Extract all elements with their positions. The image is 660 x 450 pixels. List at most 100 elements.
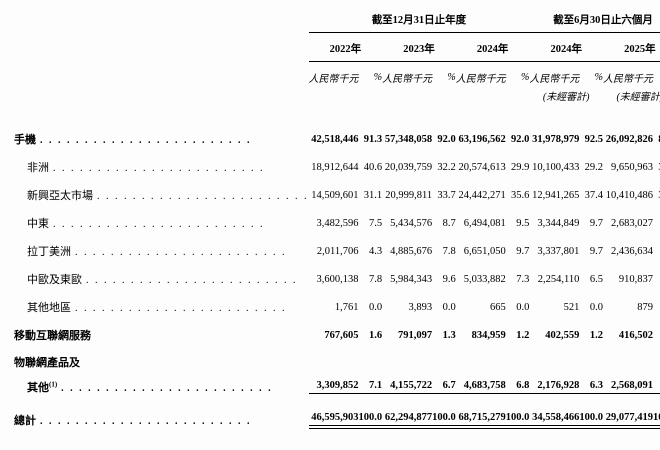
dot-leader [36,416,309,427]
value-cell: 879 [637,301,653,313]
percent-cell: 1.2 [516,329,530,341]
table-row-africa: 非洲 18,912,644 40.6 20,039,759 32.2 20,57… [14,153,660,181]
value-cell: 62,294,877 [382,399,433,435]
row-label: 中東 [27,218,49,230]
table-row-others: 其他(1) 3,309,852 7.1 4,155,722 6.7 4,683,… [14,374,660,399]
dot-leader [82,275,309,286]
percent-cell: 7.3 [516,273,530,285]
value-cell: 2,011,706 [316,245,359,257]
percent-cell: 29.9 [511,161,530,173]
value-cell: 3,344,849 [537,217,580,229]
table-row-total: 總計 46,595,903 100.0 62,294,877 100.0 68,… [14,399,660,435]
percent-cell: 3.2 [653,265,660,293]
row-label: 移動互聯網服務 [14,330,91,342]
percent-cell: 92.0 [437,133,456,145]
percent-cell: 32.2 [437,161,456,173]
value-cell: 12,941,265 [532,189,580,201]
value-cell: 5,984,343 [390,273,433,285]
value-cell: 5,434,576 [390,217,433,229]
value-cell: 791,097 [398,329,433,341]
table-row-other-regions: 其他地區 1,761 0.0 3,893 0.0 665 0.0 521 0.0… [14,293,660,321]
percent-cell: 33.7 [437,189,456,201]
row-label: 手機 [14,134,36,146]
percent-cell: 9.7 [589,217,603,229]
percent-cell: 8.7 [442,217,456,229]
value-cell: 20,039,759 [384,161,433,173]
value-cell: 68,715,279 [455,399,506,435]
value-cell: 10,410,486 [605,189,653,201]
value-cell: 5,033,882 [463,273,506,285]
percent-label: % [653,62,660,86]
unit-label: 人民幣千元 [455,74,506,85]
table-row-iot-products-and: 物聯網產品及 [14,349,660,374]
period-header-annual: 截至12月31日止年度 [308,12,530,33]
row-label: 新興亞太市場 [27,190,93,202]
value-cell: 57,348,058 [384,133,433,145]
value-cell: 18,912,644 [311,161,359,173]
percent-cell: 92.0 [511,133,530,145]
percent-cell: 7.1 [358,374,383,399]
unit-header-row: 人民幣千元 % 人民幣千元 % 人民幣千元 % 人民幣千元 % 人民幣千元 % [14,62,660,86]
dot-leader [93,191,309,202]
value-cell: 3,600,138 [316,273,359,285]
unit-label: 人民幣千元 [529,74,580,85]
row-label: 其他地區 [27,302,71,314]
value-cell: 34,558,466 [529,399,580,435]
percent-cell: 7.8 [442,245,456,257]
percent-cell: 0.0 [442,301,456,313]
value-cell: 63,196,562 [458,133,506,145]
value-cell: 3,337,801 [537,245,580,257]
percent-cell: 7.5 [369,217,383,229]
financial-table: 截至12月31日止年度 截至6月30日止六個月 2022年 2023年 2024… [14,12,660,435]
percent-cell: 1.4 [653,321,660,349]
percent-cell: 0.0 [653,293,660,321]
value-cell: 6,494,081 [463,217,506,229]
percent-cell: 6.5 [589,273,603,285]
percent-cell: 1.3 [442,329,456,341]
percent-cell: 0.0 [589,301,603,313]
unit-label: 人民幣千元 [382,74,433,85]
value-cell: 20,574,613 [458,161,506,173]
percent-cell: 92.5 [584,133,603,145]
table-row-mobile-phones: 手機 42,518,446 91.3 57,348,058 92.0 63,19… [14,125,660,153]
value-cell: 521 [563,301,580,313]
value-cell: 14,509,601 [311,189,359,201]
dot-leader [71,303,309,314]
table-row-central-eastern-europe: 中歐及東歐 3,600,138 7.8 5,984,343 9.6 5,033,… [14,265,660,293]
value-cell: 31,978,979 [532,133,580,145]
value-cell: 2,568,091 [603,374,653,399]
row-label: 拉丁美洲 [27,246,71,258]
period-header-row: 截至12月31日止年度 截至6月30日止六個月 [14,12,660,33]
percent-cell: 6.3 [579,374,603,399]
year-header-2024: 2024年 [455,32,530,62]
percent-cell: 31.1 [363,189,383,201]
percent-cell: 6.8 [505,374,530,399]
percent-cell: 40.6 [363,161,383,173]
percent-cell: 29.2 [584,161,603,173]
dot-leader [36,135,309,146]
percent-cell: 1.2 [589,329,603,341]
value-cell: 10,100,433 [532,161,580,173]
value-cell: 767,605 [324,329,359,341]
unit-label: 人民幣千元 [308,74,359,85]
percent-cell: 37.4 [584,189,603,201]
period-header-interim: 截至6月30日止六個月 [529,12,660,33]
dot-leader [57,383,308,394]
percent-cell: 89.8 [653,125,660,153]
value-cell: 910,837 [618,273,653,285]
value-cell: 24,442,271 [458,189,506,201]
dot-leader [49,219,309,230]
percent-cell: 1.6 [369,329,383,341]
percent-cell: 0.0 [369,301,383,313]
value-cell: 4,155,722 [382,374,433,399]
percent-label: % [447,72,456,83]
percent-cell: 100.0 [432,399,456,435]
table-row-middle-east: 中東 3,482,596 7.5 5,434,576 8.7 6,494,081… [14,209,660,237]
value-cell: 3,893 [408,301,433,313]
unit-label: 人民幣千元 [603,74,653,85]
percent-cell: 9.2 [653,209,660,237]
year-header-2024-interim: 2024年 [529,32,603,62]
percent-cell: 4.3 [369,245,383,257]
value-cell: 29,077,419 [603,399,653,435]
year-header-2022: 2022年 [308,32,383,62]
